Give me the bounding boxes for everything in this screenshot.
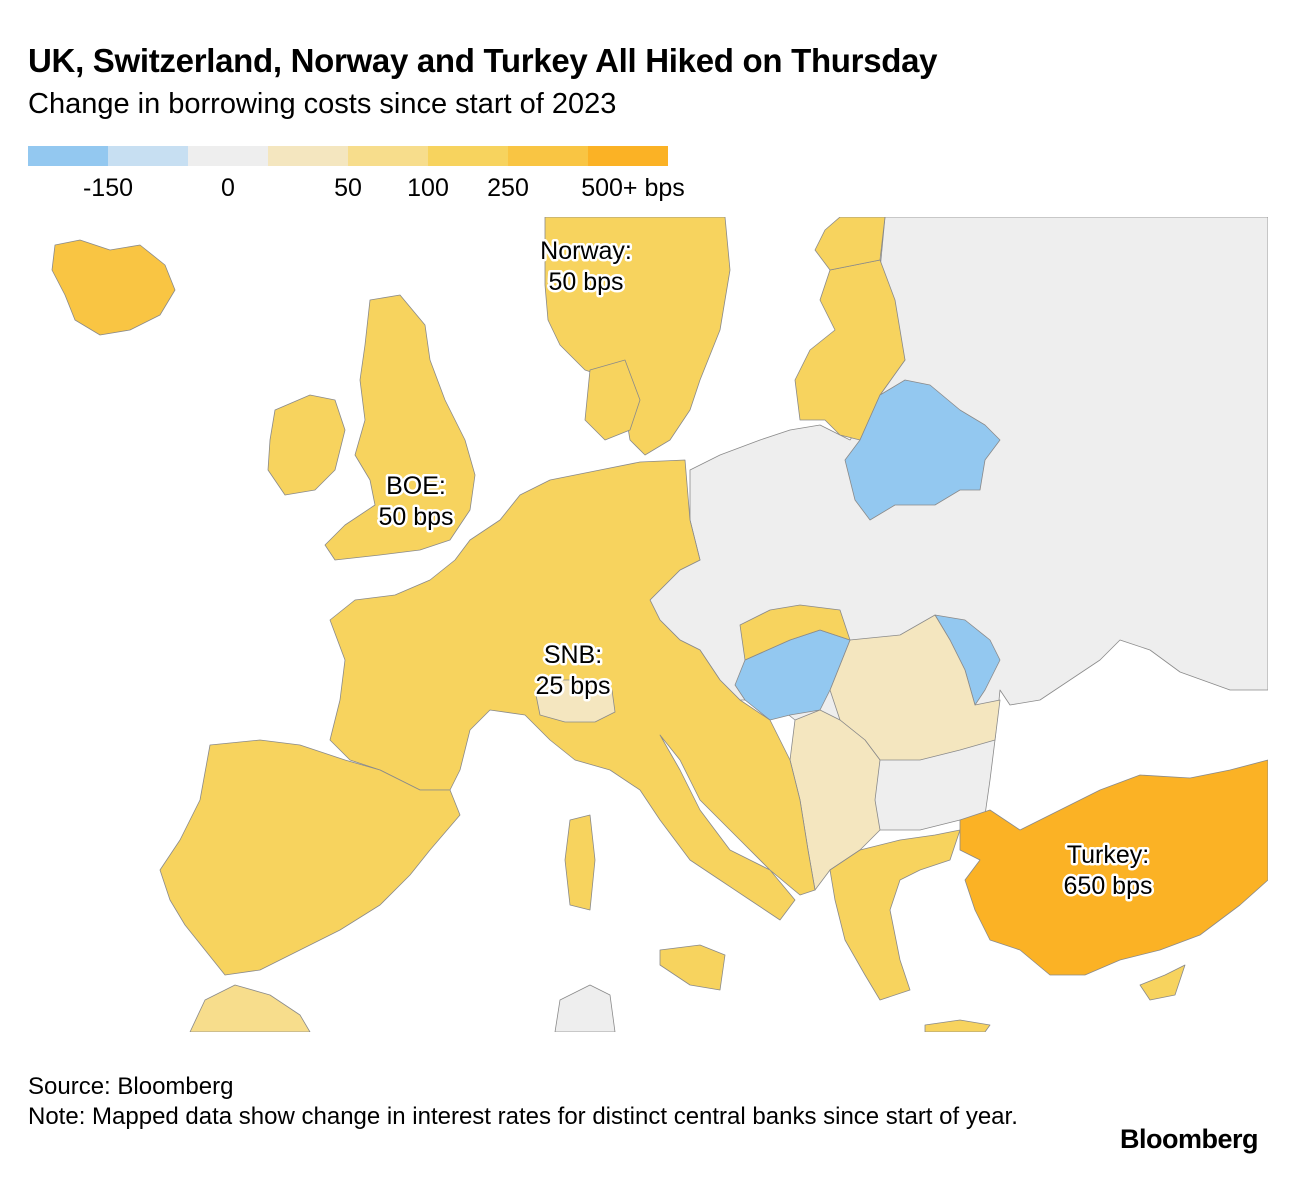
region-scandinavia bbox=[544, 217, 731, 456]
label-boe-name: BOE: bbox=[386, 472, 446, 500]
label-turkey-name: Turkey: bbox=[1067, 841, 1149, 869]
chart-subtitle: Change in borrowing costs since start of… bbox=[28, 88, 617, 120]
chart-title: UK, Switzerland, Norway and Turkey All H… bbox=[28, 42, 938, 79]
label-norway-value: 50 bps bbox=[548, 268, 623, 296]
region-turkey bbox=[959, 759, 1268, 976]
region-finland bbox=[814, 217, 886, 271]
legend-swatch-3 bbox=[188, 146, 268, 166]
region-sicily bbox=[659, 944, 726, 991]
region-baltics bbox=[794, 259, 906, 441]
legend-label-0: 0 bbox=[221, 174, 235, 202]
note-text: Note: Mapped data show change in interes… bbox=[28, 1103, 1018, 1130]
region-morocco bbox=[189, 984, 311, 1032]
legend-swatch-5 bbox=[348, 146, 428, 166]
legend-label-250: 250 bbox=[487, 174, 529, 202]
legend-label-minus150: -150 bbox=[82, 174, 134, 202]
region-uk bbox=[324, 294, 476, 561]
label-snb-value: 25 bps bbox=[535, 672, 610, 700]
region-denmark bbox=[584, 359, 641, 441]
legend-swatch-2 bbox=[108, 146, 188, 166]
bloomberg-logo: Bloomberg bbox=[1119, 1124, 1259, 1154]
color-legend: -150 0 50 100 250 500+ bps bbox=[28, 146, 685, 206]
footer-notes: Source: Bloomberg Note: Mapped data show… bbox=[28, 1072, 1028, 1132]
legend-swatch-8 bbox=[588, 146, 668, 166]
label-turkey-value: 650 bps bbox=[1064, 872, 1153, 900]
legend-swatch-6 bbox=[428, 146, 508, 166]
label-boe-value: 50 bps bbox=[378, 503, 453, 531]
region-cyprus bbox=[1139, 964, 1186, 1001]
region-slovakia bbox=[739, 604, 851, 661]
legend-swatch-7 bbox=[508, 146, 588, 166]
legend-label-500-plus: 500+ bps bbox=[581, 174, 685, 202]
label-norway-name: Norway: bbox=[540, 237, 632, 265]
region-greece bbox=[829, 829, 961, 1001]
legend-swatch-4 bbox=[268, 146, 348, 166]
region-ireland bbox=[267, 394, 346, 496]
source-text: Source: Bloomberg bbox=[28, 1073, 234, 1100]
region-belarus bbox=[844, 379, 1001, 521]
region-switzerland bbox=[534, 679, 616, 723]
label-snb-name: SNB: bbox=[544, 641, 602, 669]
legend-label-100: 100 bbox=[407, 174, 449, 202]
legend-bar bbox=[28, 146, 668, 166]
legend-label-50: 50 bbox=[334, 174, 362, 202]
region-iceland bbox=[51, 239, 176, 336]
region-crete bbox=[924, 1019, 991, 1032]
region-algeria bbox=[554, 984, 616, 1032]
region-sardinia bbox=[564, 814, 596, 911]
legend-swatch-1 bbox=[28, 146, 108, 166]
europe-map: Norway: 50 bps BOE: 50 bps SNB: 25 bps T… bbox=[0, 217, 1296, 1032]
region-iberia bbox=[159, 739, 461, 976]
